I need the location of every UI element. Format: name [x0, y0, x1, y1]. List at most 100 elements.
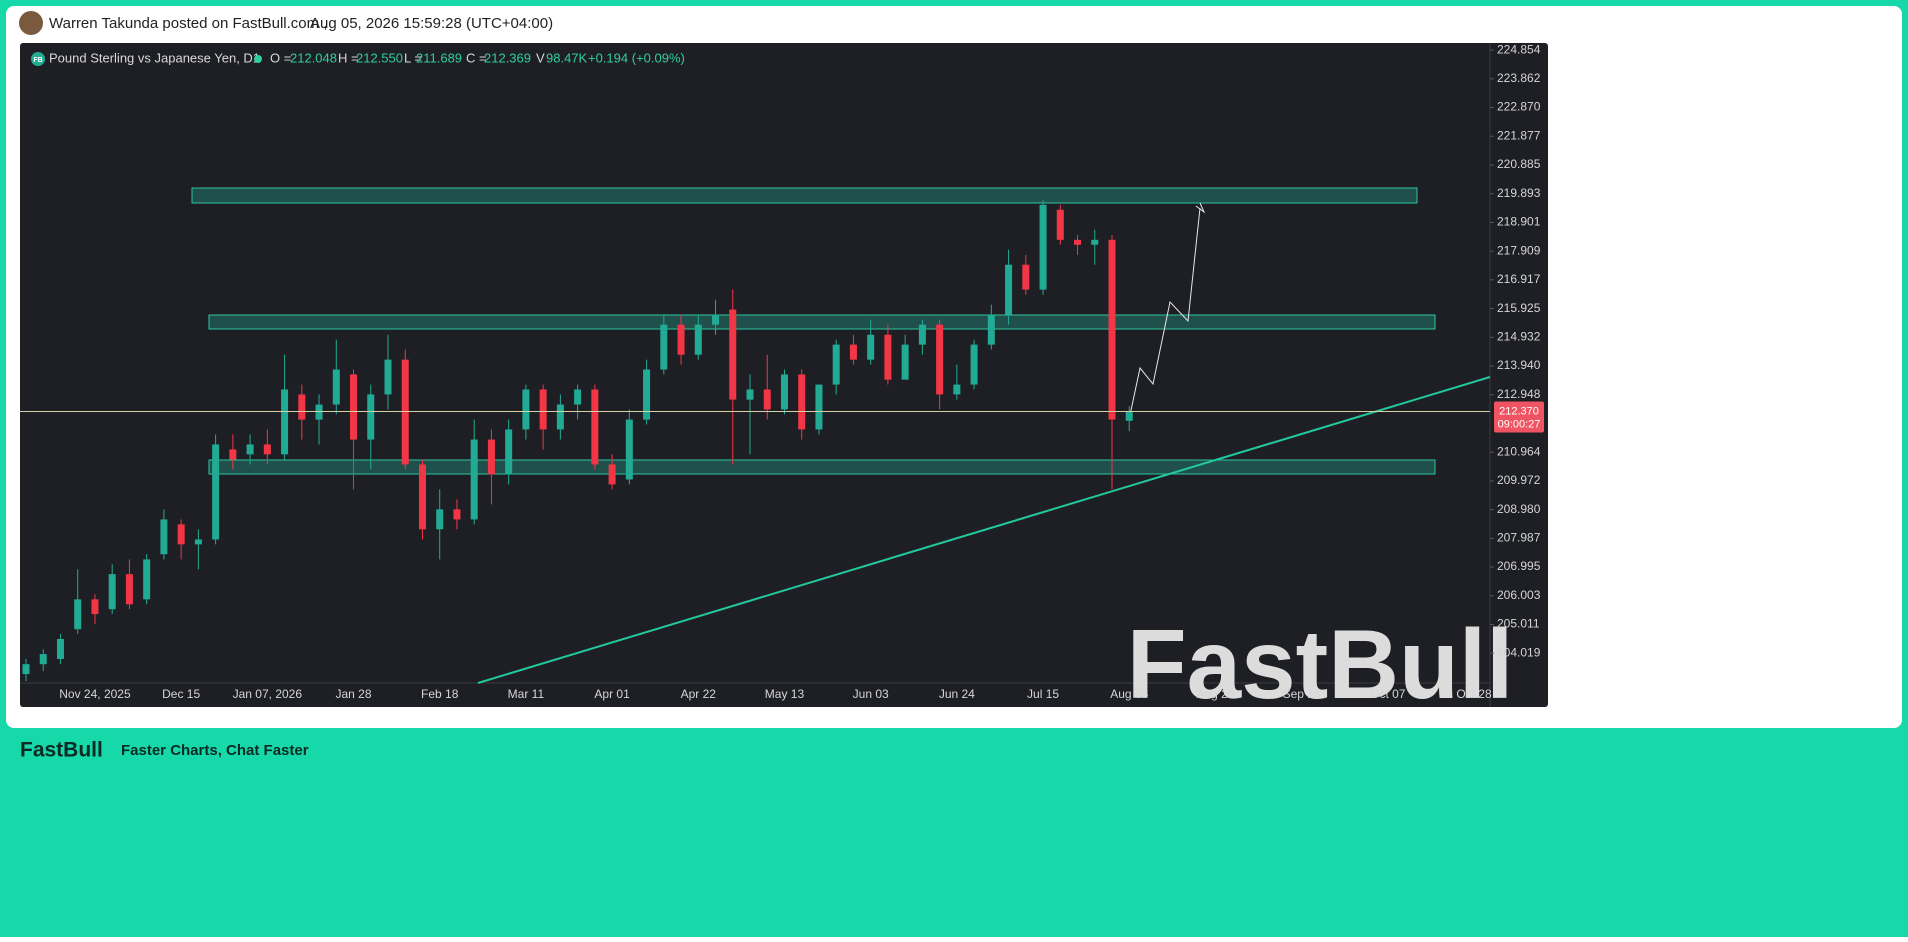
x-tick-label: Dec 15	[162, 687, 200, 701]
candle-body	[74, 599, 82, 630]
x-tick-label: Feb 18	[421, 687, 459, 701]
candle-body	[729, 309, 737, 400]
candle-body	[487, 439, 495, 475]
y-tick-label: 206.995	[1497, 559, 1541, 573]
y-tick-label: 221.877	[1497, 128, 1541, 142]
symbol: Pound Sterling vs Japanese Yen, D1	[49, 50, 260, 65]
x-tick-label: Aug 26	[1196, 687, 1234, 701]
candle-body	[884, 334, 892, 380]
y-tick-label: 219.893	[1497, 186, 1541, 200]
legend-key: H =	[338, 50, 359, 65]
zone	[191, 187, 1418, 204]
candle-body	[298, 394, 306, 420]
candle-body	[384, 359, 392, 395]
x-tick-label: Oct 07	[1370, 687, 1406, 701]
candle-body	[1039, 204, 1047, 290]
x-tick-label: May 13	[765, 687, 805, 701]
candle-body	[556, 404, 564, 430]
y-tick-label: 205.011	[1497, 617, 1540, 631]
candle-body	[780, 374, 788, 410]
x-tick-label: Apr 01	[594, 687, 630, 701]
candle-body	[798, 374, 806, 430]
x-tick-label: Apr 22	[681, 687, 717, 701]
logo	[31, 52, 45, 66]
legend-value: 212.369	[484, 50, 531, 65]
footer-brand: FastBull	[20, 739, 103, 762]
candle-body	[1125, 411, 1133, 421]
x-tick-label: Jan 07, 2026	[233, 687, 303, 701]
candle-body	[849, 344, 857, 360]
x-tick-label: Sep 16	[1283, 687, 1321, 701]
candle-body	[401, 359, 409, 465]
candle-body	[953, 384, 961, 395]
candle-body	[1091, 239, 1099, 245]
legend-key: L =	[404, 50, 422, 65]
y-tick-label: 209.972	[1497, 473, 1541, 487]
candle-body	[263, 444, 271, 455]
candle-body	[143, 559, 151, 600]
price-label: 212.370	[1499, 405, 1539, 417]
candle-body	[918, 324, 926, 345]
candle-body	[315, 404, 323, 420]
x-tick-label: Jan 28	[336, 687, 372, 701]
candle-body	[436, 509, 444, 530]
legend-key: V	[536, 50, 545, 65]
trendline	[477, 376, 1491, 684]
candle-body	[505, 429, 513, 475]
x-tick-label: Mar 11	[508, 687, 545, 701]
candle-body	[367, 394, 375, 440]
y-tick-label: 223.862	[1497, 71, 1541, 85]
y-tick-label: 215.925	[1497, 301, 1541, 315]
candle-body	[539, 389, 547, 430]
y-tick-label: 217.909	[1497, 243, 1541, 257]
price-label-box	[1494, 401, 1544, 433]
candle-body	[418, 464, 426, 530]
legend-value: 211.689	[416, 50, 462, 65]
logo-text: FB	[33, 57, 42, 64]
y-tick-label: 216.917	[1497, 272, 1541, 286]
countdown: 09:00:27	[1498, 418, 1541, 430]
candle-body	[832, 344, 840, 385]
candle-body	[746, 389, 754, 400]
candle-body	[194, 539, 202, 545]
x-tick-label: Nov 24, 2025	[59, 687, 131, 701]
zone	[208, 459, 1436, 475]
y-tick-label: 206.003	[1497, 588, 1541, 602]
candle-body	[177, 524, 185, 545]
y-tick-label: 212.948	[1497, 387, 1541, 401]
y-tick-label: 222.870	[1497, 100, 1541, 114]
candle-body	[91, 599, 99, 615]
candle-body	[1056, 209, 1064, 240]
candle-body	[574, 389, 582, 405]
candle-body	[901, 344, 909, 380]
y-tick-label: 208.980	[1497, 502, 1541, 516]
x-tick-label: Oct 28	[1456, 687, 1492, 701]
candle-body	[867, 334, 875, 360]
x-tick-label: Jun 03	[853, 687, 889, 701]
candle-body	[56, 639, 64, 659]
legend: O =212.048 H =212.550 L =211.689 C =212.369…	[270, 50, 588, 65]
y-tick-label: 213.940	[1497, 358, 1541, 372]
candle-body	[694, 324, 702, 355]
candle-body	[1108, 239, 1116, 420]
candle-body	[625, 419, 633, 480]
candle-body	[39, 654, 47, 665]
y-tick-label: 224.854	[1497, 42, 1541, 56]
projection-path	[1129, 207, 1201, 416]
candle-body	[987, 314, 995, 345]
candle-body	[350, 374, 358, 440]
candle-body	[815, 384, 823, 430]
footer-slogan: Faster Charts, Chat Faster	[121, 742, 309, 759]
candle-body	[470, 439, 478, 520]
candle-body	[125, 574, 133, 605]
candle-body	[660, 324, 668, 370]
legend-value: 212.550	[356, 50, 403, 65]
y-tick-label: 214.932	[1497, 329, 1541, 343]
candle-body	[1074, 239, 1082, 245]
timestamp: Aug 05, 2026 15:59:28 (UTC+04:00)	[310, 15, 553, 32]
y-tick-label: 210.964	[1497, 444, 1541, 458]
x-tick-label: Jul 15	[1027, 687, 1059, 701]
watermark: FastBull	[1127, 609, 1514, 719]
legend-key: O =	[270, 50, 291, 65]
